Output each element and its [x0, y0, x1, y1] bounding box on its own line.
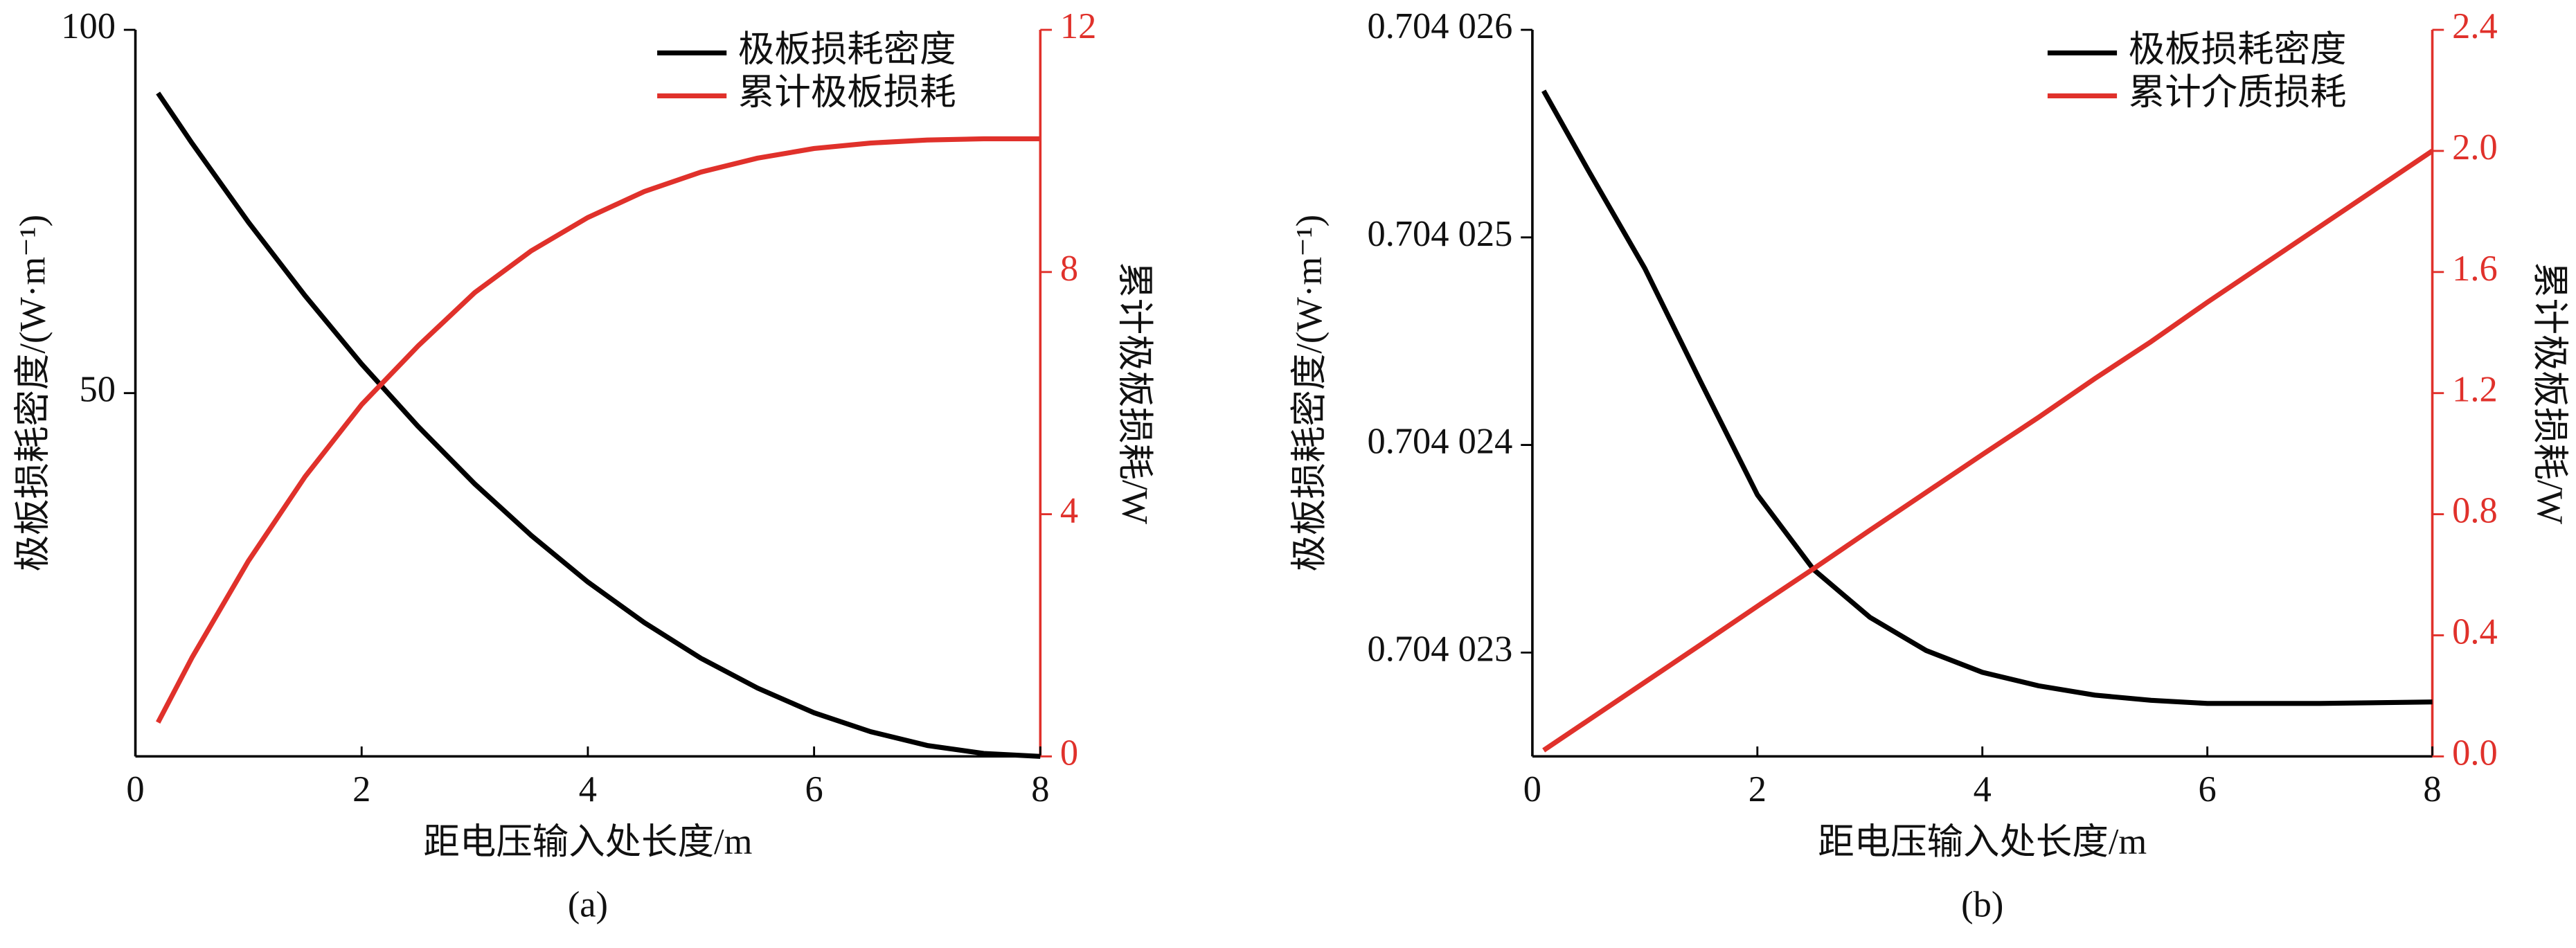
- y-tick-label: 0.704 026: [1367, 6, 1512, 46]
- y-axis-label: 极板损耗密度/(W·m⁻¹): [1289, 215, 1330, 571]
- y2-tick-label: 8: [1060, 249, 1078, 289]
- x-axis-label: 距电压输入处长度/m: [1818, 822, 2147, 862]
- series-line: [1542, 148, 2434, 753]
- legend-label: 极板损耗密度: [738, 29, 956, 69]
- y-tick-label: 100: [61, 6, 116, 46]
- y2-tick-label: 0.0: [2452, 733, 2498, 773]
- x-tick-label: 4: [579, 769, 597, 810]
- legend-label: 累计极板损耗: [738, 72, 956, 112]
- y2-tick-label: 2.4: [2452, 6, 2498, 46]
- y2-tick-label: 0.4: [2452, 611, 2498, 652]
- y2-axis-label: 累计极板损耗/W: [1114, 262, 1154, 524]
- x-tick-label: 8: [1031, 769, 1049, 810]
- y2-tick-label: 1.2: [2452, 370, 2498, 410]
- caption: (a): [568, 885, 608, 925]
- y-tick-label: 0.704 024: [1367, 422, 1512, 462]
- legend-label: 极板损耗密度: [2129, 29, 2347, 69]
- x-tick-label: 0: [126, 769, 144, 810]
- y2-tick-label: 4: [1060, 491, 1078, 531]
- legend-label: 累计介质损耗: [2129, 72, 2347, 112]
- y-tick-label: 0.704 023: [1367, 629, 1512, 669]
- y-axis-label: 极板损耗密度/(W·m⁻¹): [13, 215, 53, 571]
- y-tick-label: 0.704 025: [1367, 214, 1512, 254]
- y2-tick-label: 2.0: [2452, 127, 2498, 168]
- y2-axis-label: 累计极板损耗/W: [2530, 262, 2570, 524]
- series-line: [156, 136, 1041, 724]
- x-tick-label: 2: [1748, 769, 1766, 810]
- y2-tick-label: 1.6: [2452, 249, 2498, 289]
- y2-tick-label: 12: [1060, 6, 1096, 46]
- x-tick-label: 2: [352, 769, 370, 810]
- x-tick-label: 4: [1974, 769, 1992, 810]
- y2-tick-label: 0.8: [2452, 491, 2498, 531]
- x-tick-label: 6: [805, 769, 823, 810]
- series-line: [1541, 89, 2433, 706]
- series-line: [156, 91, 1041, 759]
- y-tick-label: 50: [79, 370, 115, 410]
- x-axis-label: 距电压输入处长度/m: [423, 822, 752, 862]
- caption: (b): [1961, 885, 2003, 925]
- x-tick-label: 6: [2199, 769, 2217, 810]
- x-tick-label: 8: [2423, 769, 2441, 810]
- y2-tick-label: 0: [1060, 733, 1078, 773]
- x-tick-label: 0: [1523, 769, 1541, 810]
